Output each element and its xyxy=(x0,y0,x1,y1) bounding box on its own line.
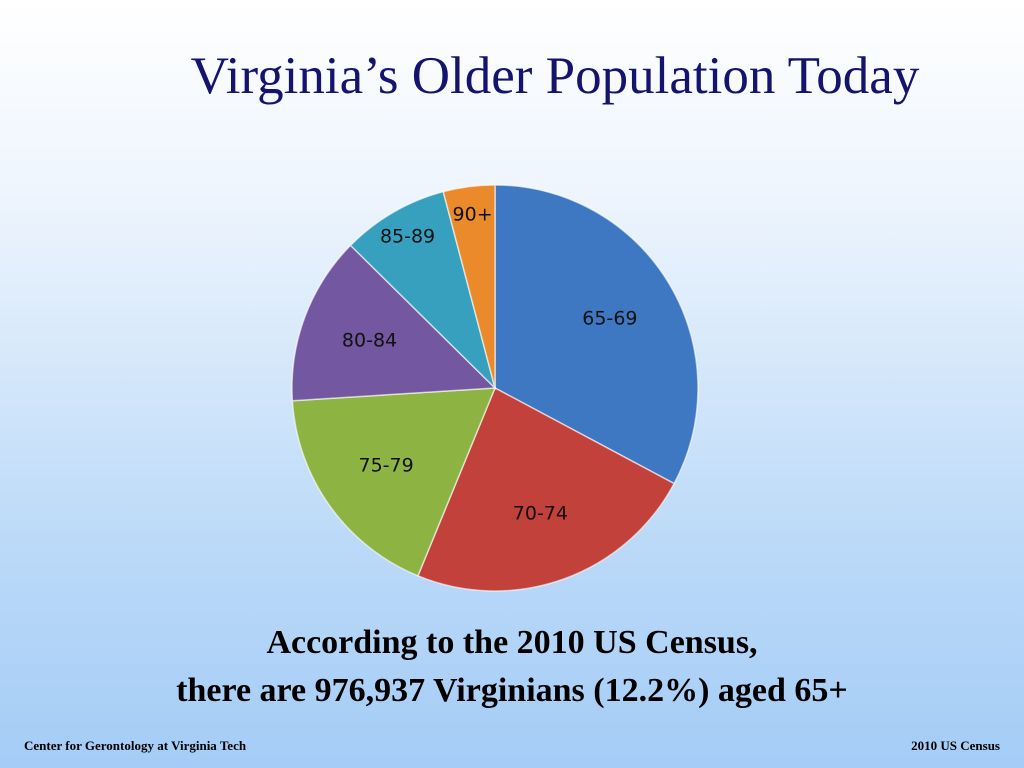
slice-label: 90+ xyxy=(453,203,493,225)
slice-label: 65-69 xyxy=(582,308,637,330)
slice-label: 70-74 xyxy=(513,503,568,525)
pie-slice xyxy=(291,244,497,402)
slice-label: 80-84 xyxy=(342,330,397,352)
chart-title: Virginia’s Older Population Today xyxy=(190,47,920,105)
pie-slice xyxy=(494,184,699,485)
footer-right: 2010 US Census xyxy=(911,738,1000,753)
pie-slice xyxy=(442,184,496,389)
footer-left: Center for Gerontology at Virginia Tech xyxy=(24,738,247,753)
caption: there are 976,937 Virginians (12.2%) age… xyxy=(176,672,848,709)
caption: According to the 2010 US Census, xyxy=(266,624,758,661)
pie-slice xyxy=(349,190,497,391)
slice-label: 85-89 xyxy=(380,225,435,247)
slice-label: 75-79 xyxy=(359,455,414,477)
pie-slice xyxy=(416,386,676,592)
pie-slice xyxy=(291,387,497,577)
